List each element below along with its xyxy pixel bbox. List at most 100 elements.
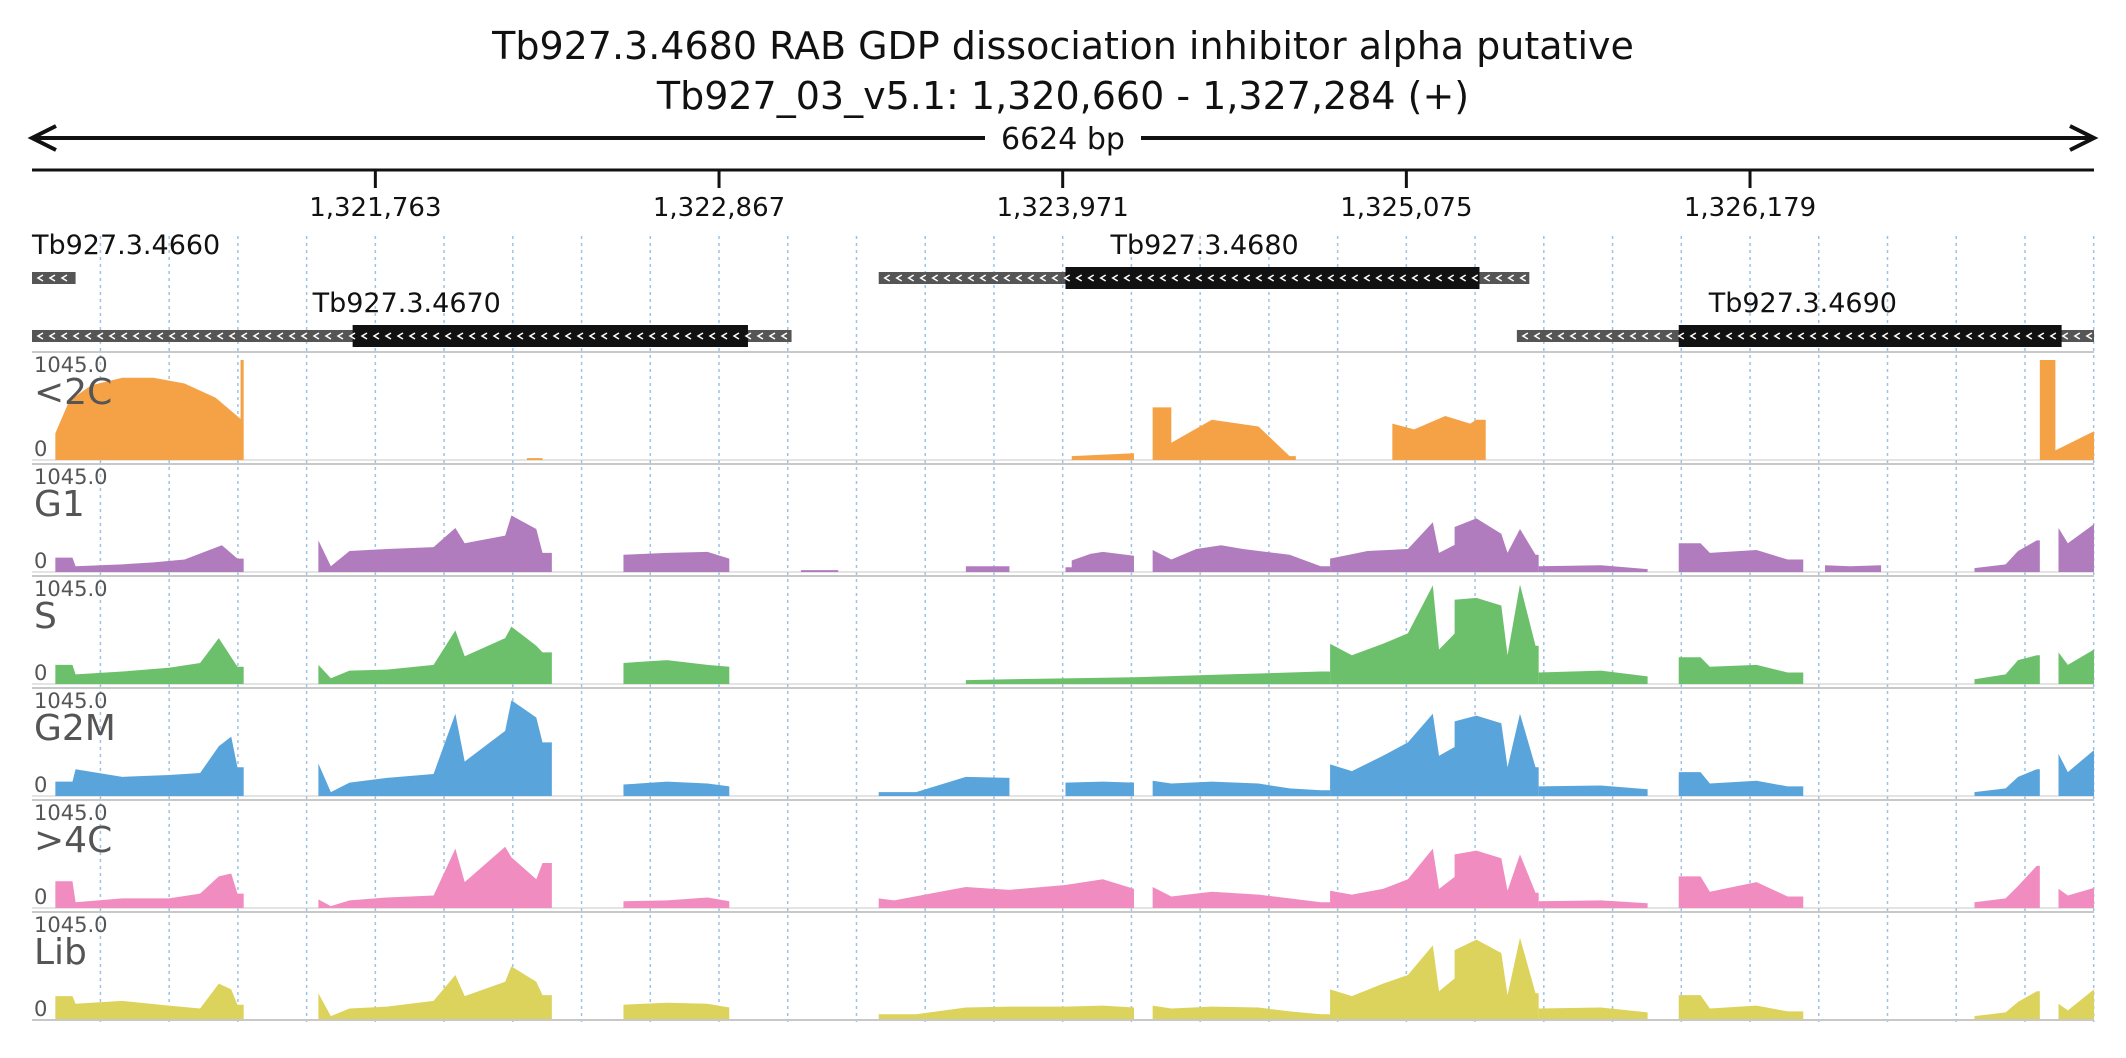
chevron-left-icon	[1677, 332, 1685, 340]
span-arrowhead-left	[27, 124, 57, 152]
chevron-left-icon	[1447, 274, 1455, 282]
chevron-left-icon	[1869, 332, 1877, 340]
coverage-area	[55, 638, 244, 684]
coverage-area	[1330, 713, 1477, 796]
axis-tick-label: 1,323,971	[997, 193, 1129, 223]
chevron-left-icon	[456, 332, 464, 340]
gene-strand-chevrons	[36, 332, 788, 340]
chevron-left-icon	[708, 332, 716, 340]
track-max-label: 1045.0	[34, 801, 107, 825]
chevron-left-icon	[1519, 274, 1527, 282]
chevron-left-icon	[1797, 332, 1805, 340]
track-label: S	[34, 596, 57, 637]
chevron-left-icon	[84, 332, 92, 340]
chevron-left-icon	[1075, 274, 1083, 282]
coverage-area	[1538, 900, 1648, 908]
chevron-left-icon	[588, 332, 596, 340]
chevron-left-icon	[372, 332, 380, 340]
chevron-left-icon	[1605, 332, 1613, 340]
chevron-left-icon	[1111, 274, 1119, 282]
chevron-left-icon	[2025, 332, 2033, 340]
chevron-left-icon	[1063, 274, 1071, 282]
track-min-label: 0	[34, 437, 47, 461]
chevron-left-icon	[696, 332, 704, 340]
chevron-left-icon	[1027, 274, 1035, 282]
chevron-left-icon	[1989, 332, 1997, 340]
coverage-area	[2058, 989, 2094, 1020]
track-label: >4C	[34, 820, 112, 861]
chevron-left-icon	[943, 274, 951, 282]
coverage-area	[1454, 713, 1539, 796]
chevron-left-icon	[540, 332, 548, 340]
chevron-left-icon	[1207, 274, 1215, 282]
chevron-left-icon	[252, 332, 260, 340]
coverage-area	[1392, 415, 1486, 460]
chevron-left-icon	[288, 332, 296, 340]
chevron-left-icon	[1617, 332, 1625, 340]
chevron-left-icon	[1653, 332, 1661, 340]
chevron-left-icon	[444, 332, 452, 340]
axis-tick-label: 1,325,075	[1340, 193, 1472, 223]
chevron-left-icon	[955, 274, 963, 282]
chevron-left-icon	[768, 332, 776, 340]
chevron-left-icon	[1689, 332, 1697, 340]
coverage-area	[1065, 781, 1134, 796]
chevron-left-icon	[2073, 332, 2081, 340]
gene-cds-bar	[352, 325, 748, 347]
chevron-left-icon	[336, 332, 344, 340]
coverage-area	[526, 458, 543, 460]
chevron-left-icon	[1545, 332, 1553, 340]
chevron-left-icon	[156, 332, 164, 340]
chevron-left-icon	[420, 332, 428, 340]
track-max-label: 1045.0	[34, 577, 107, 601]
chevron-left-icon	[1557, 332, 1565, 340]
coverage-area	[1152, 407, 1296, 460]
chevron-left-icon	[1917, 332, 1925, 340]
chevron-left-icon	[1303, 274, 1311, 282]
track-max-label: 1045.0	[34, 689, 107, 713]
chevron-left-icon	[1857, 332, 1865, 340]
chevron-left-icon	[1231, 274, 1239, 282]
coverage-area	[1330, 848, 1477, 908]
chevron-left-icon	[1821, 332, 1829, 340]
chart-subtitle: Tb927_03_v5.1: 1,320,660 - 1,327,284 (+)	[656, 74, 1469, 118]
chevron-left-icon	[276, 332, 284, 340]
chevron-left-icon	[1459, 274, 1467, 282]
chevron-left-icon	[564, 332, 572, 340]
chevron-left-icon	[684, 332, 692, 340]
coverage-area	[1454, 584, 1539, 684]
coverage-area	[1330, 585, 1477, 684]
coverage-area	[2058, 750, 2094, 796]
axis-tick-label: 1,321,763	[309, 193, 441, 223]
coverage-area	[1974, 540, 2040, 572]
chevron-left-icon	[48, 332, 56, 340]
coverage-area	[55, 736, 244, 796]
chevron-left-icon	[744, 332, 752, 340]
coverage-area	[55, 545, 244, 572]
track-label: G2M	[34, 708, 116, 749]
coverage-area	[878, 776, 1010, 796]
chevron-left-icon	[1965, 332, 1973, 340]
chevron-left-icon	[264, 332, 272, 340]
span-label: 6624 bp	[1001, 122, 1125, 157]
coverage-area	[1454, 937, 1539, 1020]
chevron-left-icon	[624, 332, 632, 340]
chevron-left-icon	[1581, 332, 1589, 340]
coverage-area	[1330, 522, 1477, 572]
chevron-left-icon	[1399, 274, 1407, 282]
chevron-left-icon	[96, 332, 104, 340]
coverage-area	[1974, 769, 2040, 796]
chevron-left-icon	[120, 332, 128, 340]
chevron-left-icon	[468, 332, 476, 340]
coverage-area	[878, 1005, 1134, 1020]
chevron-left-icon	[1339, 274, 1347, 282]
coverage-area	[318, 700, 552, 796]
track-min-label: 0	[34, 661, 47, 685]
chevron-left-icon	[1411, 274, 1419, 282]
coverage-area	[55, 873, 244, 908]
chevron-left-icon	[1725, 332, 1733, 340]
